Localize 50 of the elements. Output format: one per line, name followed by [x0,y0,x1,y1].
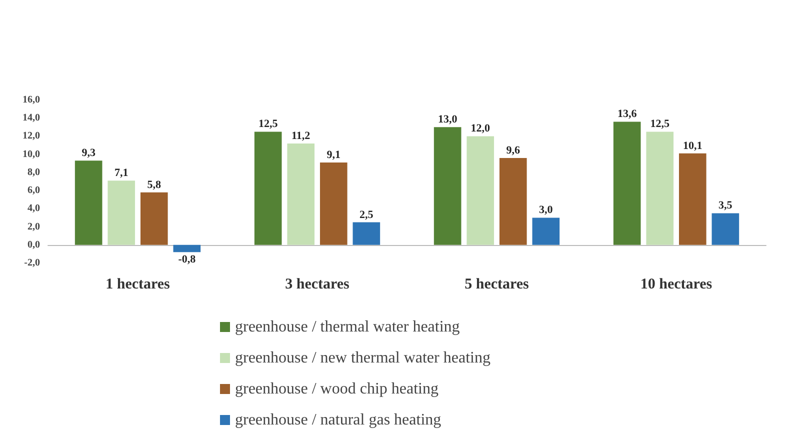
data-label: 7,1 [114,167,128,180]
legend-label: greenhouse / wood chip heating [235,380,438,398]
bar [254,132,282,245]
y-tick-label: 12,0 [22,130,40,142]
bar [74,160,102,245]
bar [108,180,136,245]
legend-label: greenhouse / thermal water heating [235,318,460,336]
y-tick-label: 0,0 [28,239,40,250]
bar [532,218,560,245]
data-label: 13,6 [617,108,638,120]
x-tick-label: 10 hectares [640,276,712,292]
x-tick-label: 1 hectares [106,276,170,292]
bar [320,162,348,245]
bar [352,222,380,245]
bar [287,143,315,245]
bar [613,122,641,245]
bar [499,158,527,245]
y-tick-label: 14,0 [22,112,40,124]
data-label: 12,5 [650,118,670,130]
bar [646,132,674,245]
data-label: 2,5 [360,208,374,221]
legend-label: greenhouse / natural gas heating [235,412,442,428]
y-tick-label: 6,0 [28,185,40,196]
y-tick-label: 2,0 [28,221,40,232]
y-tick-label: -2,0 [24,258,40,268]
y-tick-label: 16,0 [22,94,40,106]
legend-label: greenhouse / new thermal water heating [235,350,490,366]
x-tick-label: 3 hectares [285,276,350,292]
y-tick-label: 8,0 [28,166,40,178]
data-label: 3,5 [718,200,733,212]
data-label: 9,6 [506,144,521,156]
bar [140,192,168,245]
data-label: 11,2 [292,130,311,142]
bar [678,153,706,245]
data-label: 13,0 [438,114,458,126]
bar [466,136,494,245]
x-tick-label: 5 hectares [464,276,530,292]
data-label: 12,5 [258,118,278,130]
data-label: 9,3 [82,147,96,160]
y-tick-label: 4,0 [28,203,40,214]
bar [173,244,201,252]
bar [712,213,740,245]
data-label: 3,0 [539,204,554,216]
data-label: 9,1 [326,148,341,161]
bar [434,127,462,245]
data-label: -0,8 [178,254,196,266]
data-label: 10,1 [683,140,702,152]
data-label: 5,8 [147,178,162,191]
data-label: 12,0 [470,122,490,135]
y-tick-label: 10,0 [22,148,40,160]
